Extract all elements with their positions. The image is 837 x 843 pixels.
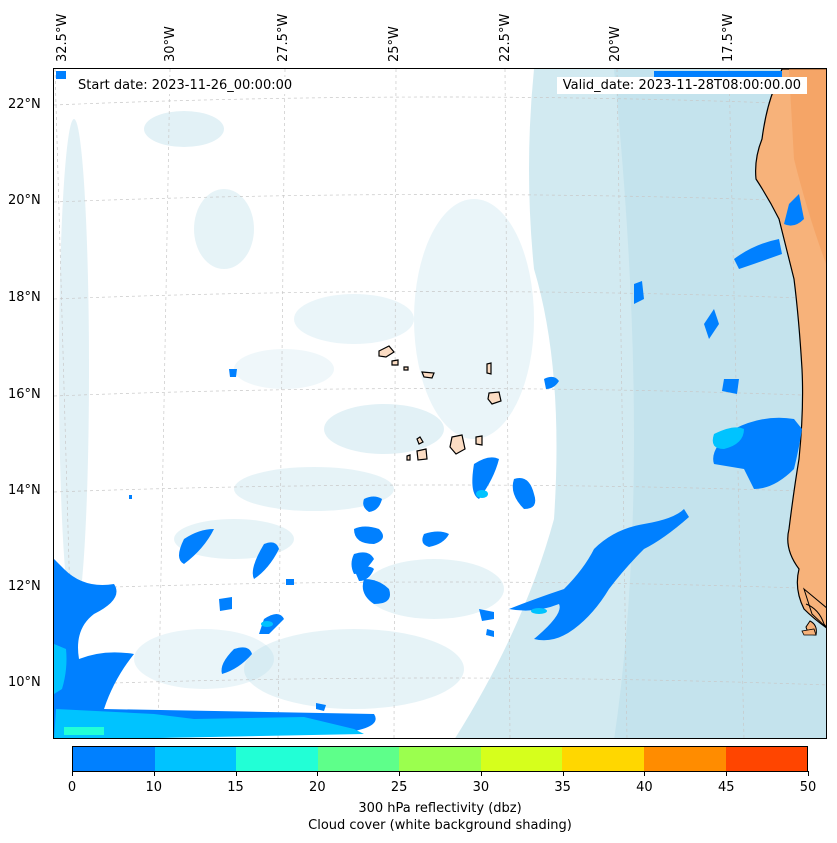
colorbar-label-reflectivity: 300 hPa reflectivity (dbz): [358, 801, 522, 816]
colorbar-tickmark: [153, 771, 155, 776]
colorbar-tick-label: 25: [390, 780, 408, 795]
colorbar-tickmark: [72, 771, 73, 776]
colorbar-tickmark: [726, 771, 728, 776]
colorbar-segment-3: [317, 747, 400, 771]
map-canvas: [54, 69, 826, 738]
colorbar-tick-label: 15: [227, 780, 244, 795]
colorbar-segment-4: [399, 747, 481, 771]
colorbar-segment-8: [725, 747, 808, 771]
cloud-cover-layer: [59, 69, 826, 738]
lat-label-16n: 16°N: [8, 387, 41, 402]
colorbar-segment-7: [643, 747, 726, 771]
colorbar-tickmark: [399, 771, 401, 776]
colorbar-tickmark: [644, 771, 646, 776]
colorbar-tickmark: [808, 771, 809, 776]
lon-label-32-5w: 32.5°W: [55, 13, 70, 62]
colorbar-tick-label: 50: [799, 780, 817, 795]
colorbar-tickmark: [562, 771, 564, 776]
colorbar-segment-2: [236, 747, 318, 771]
colorbar: [72, 746, 808, 772]
colorbar-tick-label: 30: [472, 780, 490, 795]
lon-label-20w: 20°W: [608, 26, 623, 62]
start-date-label: Start date: 2023-11-26_00:00:00: [72, 77, 299, 94]
colorbar-segment-0: [73, 747, 155, 771]
lon-label-27-5w: 27.5°W: [276, 13, 291, 62]
colorbar-tickmark: [235, 771, 237, 776]
lat-label-12n: 12°N: [8, 579, 41, 594]
lon-label-17-5w: 17.5°W: [721, 13, 736, 62]
colorbar-tick-label: 10: [145, 780, 163, 795]
colorbar-tickmark: [317, 771, 319, 776]
map-gridlines: [54, 69, 826, 738]
lon-label-30w: 30°W: [163, 26, 178, 62]
colorbar-segment-1: [154, 747, 237, 771]
reflectivity-layer: [54, 71, 804, 738]
lat-label-20n: 20°N: [8, 193, 41, 208]
lat-label-14n: 14°N: [8, 483, 41, 498]
colorbar-tickmark: [480, 771, 482, 776]
colorbar-segment-5: [480, 747, 563, 771]
colorbar-tick-label: 40: [636, 780, 653, 795]
colorbar-tick-label: 20: [309, 780, 326, 795]
lat-label-22n: 22°N: [8, 97, 41, 112]
reflectivity-layer-strong: [261, 490, 547, 627]
lat-label-18n: 18°N: [8, 290, 41, 305]
lat-label-10n: 10°N: [8, 675, 41, 690]
land-west-africa: [755, 69, 826, 636]
lon-label-22-5w: 22.5°W: [498, 13, 513, 62]
map-panel[interactable]: [53, 68, 827, 739]
colorbar-tick-label: 0: [67, 780, 77, 795]
valid-date-label: Valid_date: 2023-11-28T08:00:00.00: [556, 77, 807, 94]
colorbar-label-cloud-cover: Cloud cover (white background shading): [308, 818, 572, 833]
colorbar-tick-label: 45: [717, 780, 735, 795]
colorbar-tick-label: 35: [554, 780, 571, 795]
colorbar-segment-6: [562, 747, 644, 771]
lon-label-25w: 25°W: [387, 26, 402, 62]
cape-verde-islands: [378, 345, 502, 461]
